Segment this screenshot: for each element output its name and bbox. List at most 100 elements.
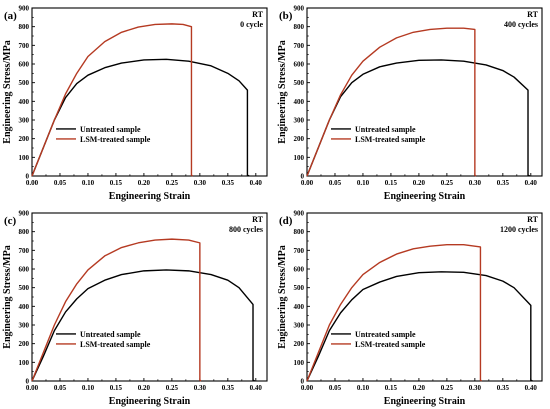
x-tick-label: 0.30 xyxy=(469,179,482,187)
plot-frame xyxy=(306,212,543,382)
x-tick-label: 0.35 xyxy=(222,179,235,187)
x-axis-title: Engineering Strain xyxy=(109,191,191,202)
series-line-untreated xyxy=(31,269,256,382)
x-tick-label: 0.35 xyxy=(222,384,235,392)
x-tick-label: 0.25 xyxy=(441,179,454,187)
x-tick-label: 0.40 xyxy=(525,179,538,187)
panel-label: (d) xyxy=(279,215,293,227)
y-tick-label: 800 xyxy=(19,228,30,236)
y-tick-label: 500 xyxy=(19,79,30,87)
chart-panel-a: 0.00 0.05 0.10 0.15 0.20 0.25 0.30 0.35 0.40 0 100… xyxy=(0,0,275,204)
x-tick-label: 0.25 xyxy=(166,384,179,392)
chart-panel-b: 0.00 0.05 0.10 0.15 0.20 0.25 0.30 0.35 0.40 0 100… xyxy=(275,0,550,204)
x-axis-title: Engineering Strain xyxy=(109,396,191,407)
chart-svg: 0.00 0.05 0.10 0.15 0.20 0.25 0.30 0.35 0.40 0 100… xyxy=(2,5,268,202)
cycles-label: 0 cycle xyxy=(240,20,263,29)
y-tick-label: 600 xyxy=(294,61,305,69)
x-tick-label: 0.30 xyxy=(194,384,207,392)
x-tick-label: 0.00 xyxy=(26,179,39,187)
legend-label: LSM-treated sample xyxy=(80,340,151,349)
legend-label: Untreated sample xyxy=(80,330,141,339)
y-tick-label: 100 xyxy=(19,154,30,162)
x-tick-label: 0.25 xyxy=(441,384,454,392)
y-tick-label: 300 xyxy=(19,322,30,330)
y-tick-label: 700 xyxy=(19,247,30,255)
y-tick-label: 700 xyxy=(294,42,305,50)
x-tick-label: 0.35 xyxy=(497,179,510,187)
panel-label: (b) xyxy=(279,10,293,22)
y-tick-label: 200 xyxy=(294,340,305,348)
y-tick-label: 700 xyxy=(19,42,30,50)
x-tick-label: 0.05 xyxy=(54,179,67,187)
x-tick-label: 0.05 xyxy=(329,179,342,187)
chart-panel-d: 0.00 0.05 0.10 0.15 0.20 0.25 0.30 0.35 0.40 0 100… xyxy=(275,205,550,409)
y-tick-label: 400 xyxy=(19,98,30,106)
x-tick-label: 0.10 xyxy=(82,384,95,392)
y-tick-label: 300 xyxy=(294,322,305,330)
y-axis-title: Engineering Stress/MPa xyxy=(2,40,13,143)
chart-svg: 0.00 0.05 0.10 0.15 0.20 0.25 0.30 0.35 0.40 0 100… xyxy=(2,210,268,407)
x-tick-label: 0.40 xyxy=(250,384,263,392)
y-tick-label: 200 xyxy=(19,340,30,348)
x-tick-label: 0.10 xyxy=(82,179,95,187)
x-tick-label: 0.30 xyxy=(194,179,207,187)
series-line-untreated xyxy=(306,59,531,177)
y-tick-label: 700 xyxy=(294,247,305,255)
y-tick-label: 900 xyxy=(294,5,305,13)
cycles-label: 400 cycles xyxy=(504,20,538,29)
y-tick-label: 500 xyxy=(294,284,305,292)
series-line-lsm-treated xyxy=(31,238,202,382)
chart-panel-c: 0.00 0.05 0.10 0.15 0.20 0.25 0.30 0.35 0.40 0 100… xyxy=(0,205,275,409)
y-tick-label: 900 xyxy=(294,210,305,218)
y-tick-label: 800 xyxy=(294,228,305,236)
x-tick-label: 0.30 xyxy=(469,384,482,392)
cycles-label: 800 cycles xyxy=(229,225,263,234)
y-tick-label: 300 xyxy=(294,117,305,125)
y-tick-label: 400 xyxy=(294,303,305,311)
y-axis-title: Engineering Stress/MPa xyxy=(277,40,288,143)
y-tick-label: 600 xyxy=(19,61,30,69)
y-tick-label: 400 xyxy=(294,98,305,106)
legend-label: LSM-treated sample xyxy=(355,340,426,349)
x-tick-label: 0.05 xyxy=(329,384,342,392)
condition-label: RT xyxy=(252,215,263,224)
panel-label: (a) xyxy=(4,10,17,22)
x-tick-label: 0.15 xyxy=(385,179,398,187)
y-tick-label: 0 xyxy=(301,378,305,386)
x-axis-title: Engineering Strain xyxy=(384,396,466,407)
y-tick-label: 400 xyxy=(19,303,30,311)
y-tick-label: 600 xyxy=(294,266,305,274)
x-tick-label: 0.35 xyxy=(497,384,510,392)
condition-label: RT xyxy=(527,10,538,19)
y-tick-label: 800 xyxy=(19,23,30,31)
x-tick-label: 0.40 xyxy=(250,179,263,187)
condition-label: RT xyxy=(252,10,263,19)
y-tick-label: 0 xyxy=(301,173,305,181)
series-line-lsm-treated xyxy=(31,23,194,177)
x-tick-label: 0.10 xyxy=(357,384,370,392)
y-tick-label: 300 xyxy=(19,117,30,125)
panel-label: (c) xyxy=(4,215,17,227)
series-line-lsm-treated xyxy=(306,27,477,177)
x-tick-label: 0.20 xyxy=(413,384,426,392)
y-tick-label: 800 xyxy=(294,23,305,31)
x-tick-label: 0.15 xyxy=(110,384,123,392)
legend-label: Untreated sample xyxy=(80,125,141,134)
x-tick-label: 0.00 xyxy=(301,179,314,187)
x-tick-label: 0.05 xyxy=(54,384,67,392)
y-tick-label: 900 xyxy=(19,5,30,13)
y-tick-label: 100 xyxy=(294,359,305,367)
x-tick-label: 0.00 xyxy=(301,384,314,392)
y-axis-title: Engineering Stress/MPa xyxy=(277,245,288,348)
y-tick-label: 200 xyxy=(294,135,305,143)
legend-label: LSM-treated sample xyxy=(80,135,151,144)
legend-label: Untreated sample xyxy=(355,125,416,134)
x-tick-label: 0.15 xyxy=(385,384,398,392)
x-tick-label: 0.10 xyxy=(357,179,370,187)
y-axis-title: Engineering Stress/MPa xyxy=(2,245,13,348)
x-tick-label: 0.15 xyxy=(110,179,123,187)
y-tick-label: 100 xyxy=(19,359,30,367)
series-line-untreated xyxy=(306,271,533,382)
x-tick-label: 0.25 xyxy=(166,179,179,187)
y-tick-label: 500 xyxy=(294,79,305,87)
